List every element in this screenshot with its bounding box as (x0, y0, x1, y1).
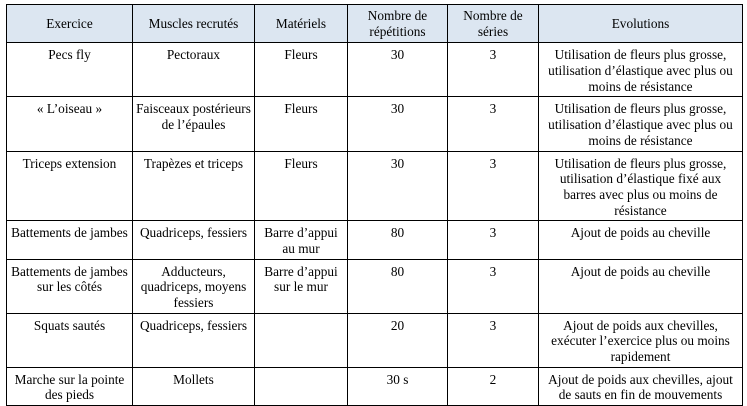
cell-series: 3 (447, 96, 539, 152)
cell-exercice: Battements de jambes (6, 220, 133, 260)
cell-repetitions: 80 (347, 220, 448, 260)
cell-repetitions: 30 (347, 96, 448, 152)
column-header-series-line2: séries (477, 23, 509, 39)
cell-muscles: Quadriceps, fessiers (132, 220, 255, 260)
cell-evolutions: Utilisation de fleurs plus grosse, utili… (538, 96, 743, 152)
cell-muscles: Mollets (132, 366, 255, 406)
column-header-repetitions: Nombre de répétitions (347, 3, 448, 44)
table-row: « L’oiseau » Faisceaux postérieurs de l’… (6, 96, 743, 152)
table-row: Marche sur la pointe des pieds Mollets 3… (6, 366, 743, 406)
cell-materiels: Fleurs (254, 150, 348, 222)
column-header-repetitions-line1: Nombre de (367, 8, 428, 23)
table-row: Pecs fly Pectoraux Fleurs 30 3 Utilisati… (6, 42, 743, 98)
table-row: Triceps extension Trapèzes et triceps Fl… (6, 150, 743, 222)
header-row: Exercice Muscles recrutés Matériels Nomb… (6, 3, 743, 44)
cell-evolutions: Ajout de poids au cheville (538, 220, 743, 260)
column-header-materiels: Matériels (254, 3, 348, 44)
cell-series: 3 (447, 220, 539, 260)
cell-muscles: Pectoraux (132, 42, 255, 98)
cell-exercice: « L’oiseau » (6, 96, 133, 152)
cell-repetitions: 30 s (347, 366, 448, 406)
column-header-series: Nombre de séries (447, 3, 539, 44)
cell-repetitions: 20 (347, 312, 448, 368)
exercise-program-table: Exercice Muscles recrutés Matériels Nomb… (6, 3, 743, 406)
cell-exercice: Triceps extension (6, 150, 133, 222)
table-row: Battements de jambes Quadriceps, fessier… (6, 220, 743, 260)
cell-materiels (254, 312, 348, 368)
cell-muscles: Trapèzes et triceps (132, 150, 255, 222)
cell-evolutions: Ajout de poids aux chevilles, ajout de s… (538, 366, 743, 406)
cell-repetitions: 30 (347, 42, 448, 98)
cell-materiels: Fleurs (254, 42, 348, 98)
table-row: Squats sautés Quadriceps, fessiers 20 3 … (6, 312, 743, 368)
cell-materiels: Barre d’appui sur le mur (254, 258, 348, 314)
cell-series: 3 (447, 150, 539, 222)
cell-muscles: Quadriceps, fessiers (132, 312, 255, 368)
cell-exercice: Squats sautés (6, 312, 133, 368)
cell-series: 3 (447, 312, 539, 368)
cell-evolutions: Ajout de poids aux chevilles, exécuter l… (538, 312, 743, 368)
cell-exercice: Marche sur la pointe des pieds (6, 366, 133, 406)
column-header-exercice: Exercice (6, 3, 133, 44)
cell-exercice: Pecs fly (6, 42, 133, 98)
cell-repetitions: 30 (347, 150, 448, 222)
table-body: Pecs fly Pectoraux Fleurs 30 3 Utilisati… (6, 42, 743, 406)
column-header-repetitions-line2: répétitions (369, 23, 426, 39)
cell-materiels: Barre d’appui au mur (254, 220, 348, 260)
cell-evolutions: Utilisation de fleurs plus grosse, utili… (538, 150, 743, 222)
column-header-muscles: Muscles recrutés (132, 3, 255, 44)
cell-series: 3 (447, 42, 539, 98)
cell-series: 3 (447, 258, 539, 314)
column-header-series-line1: Nombre de (463, 8, 523, 23)
cell-materiels (254, 366, 348, 406)
cell-exercice: Battements de jambes sur les côtés (6, 258, 133, 314)
cell-evolutions: Utilisation de fleurs plus grosse, utili… (538, 42, 743, 98)
cell-muscles: Adducteurs, quadriceps, moyens fessiers (132, 258, 255, 314)
column-header-evolutions: Evolutions (538, 3, 743, 44)
cell-series: 2 (447, 366, 539, 406)
table-row: Battements de jambes sur les côtés Adduc… (6, 258, 743, 314)
table-header: Exercice Muscles recrutés Matériels Nomb… (6, 3, 743, 44)
cell-muscles: Faisceaux postérieurs de l’épaules (132, 96, 255, 152)
cell-materiels: Fleurs (254, 96, 348, 152)
cell-repetitions: 80 (347, 258, 448, 314)
cell-evolutions: Ajout de poids au cheville (538, 258, 743, 314)
